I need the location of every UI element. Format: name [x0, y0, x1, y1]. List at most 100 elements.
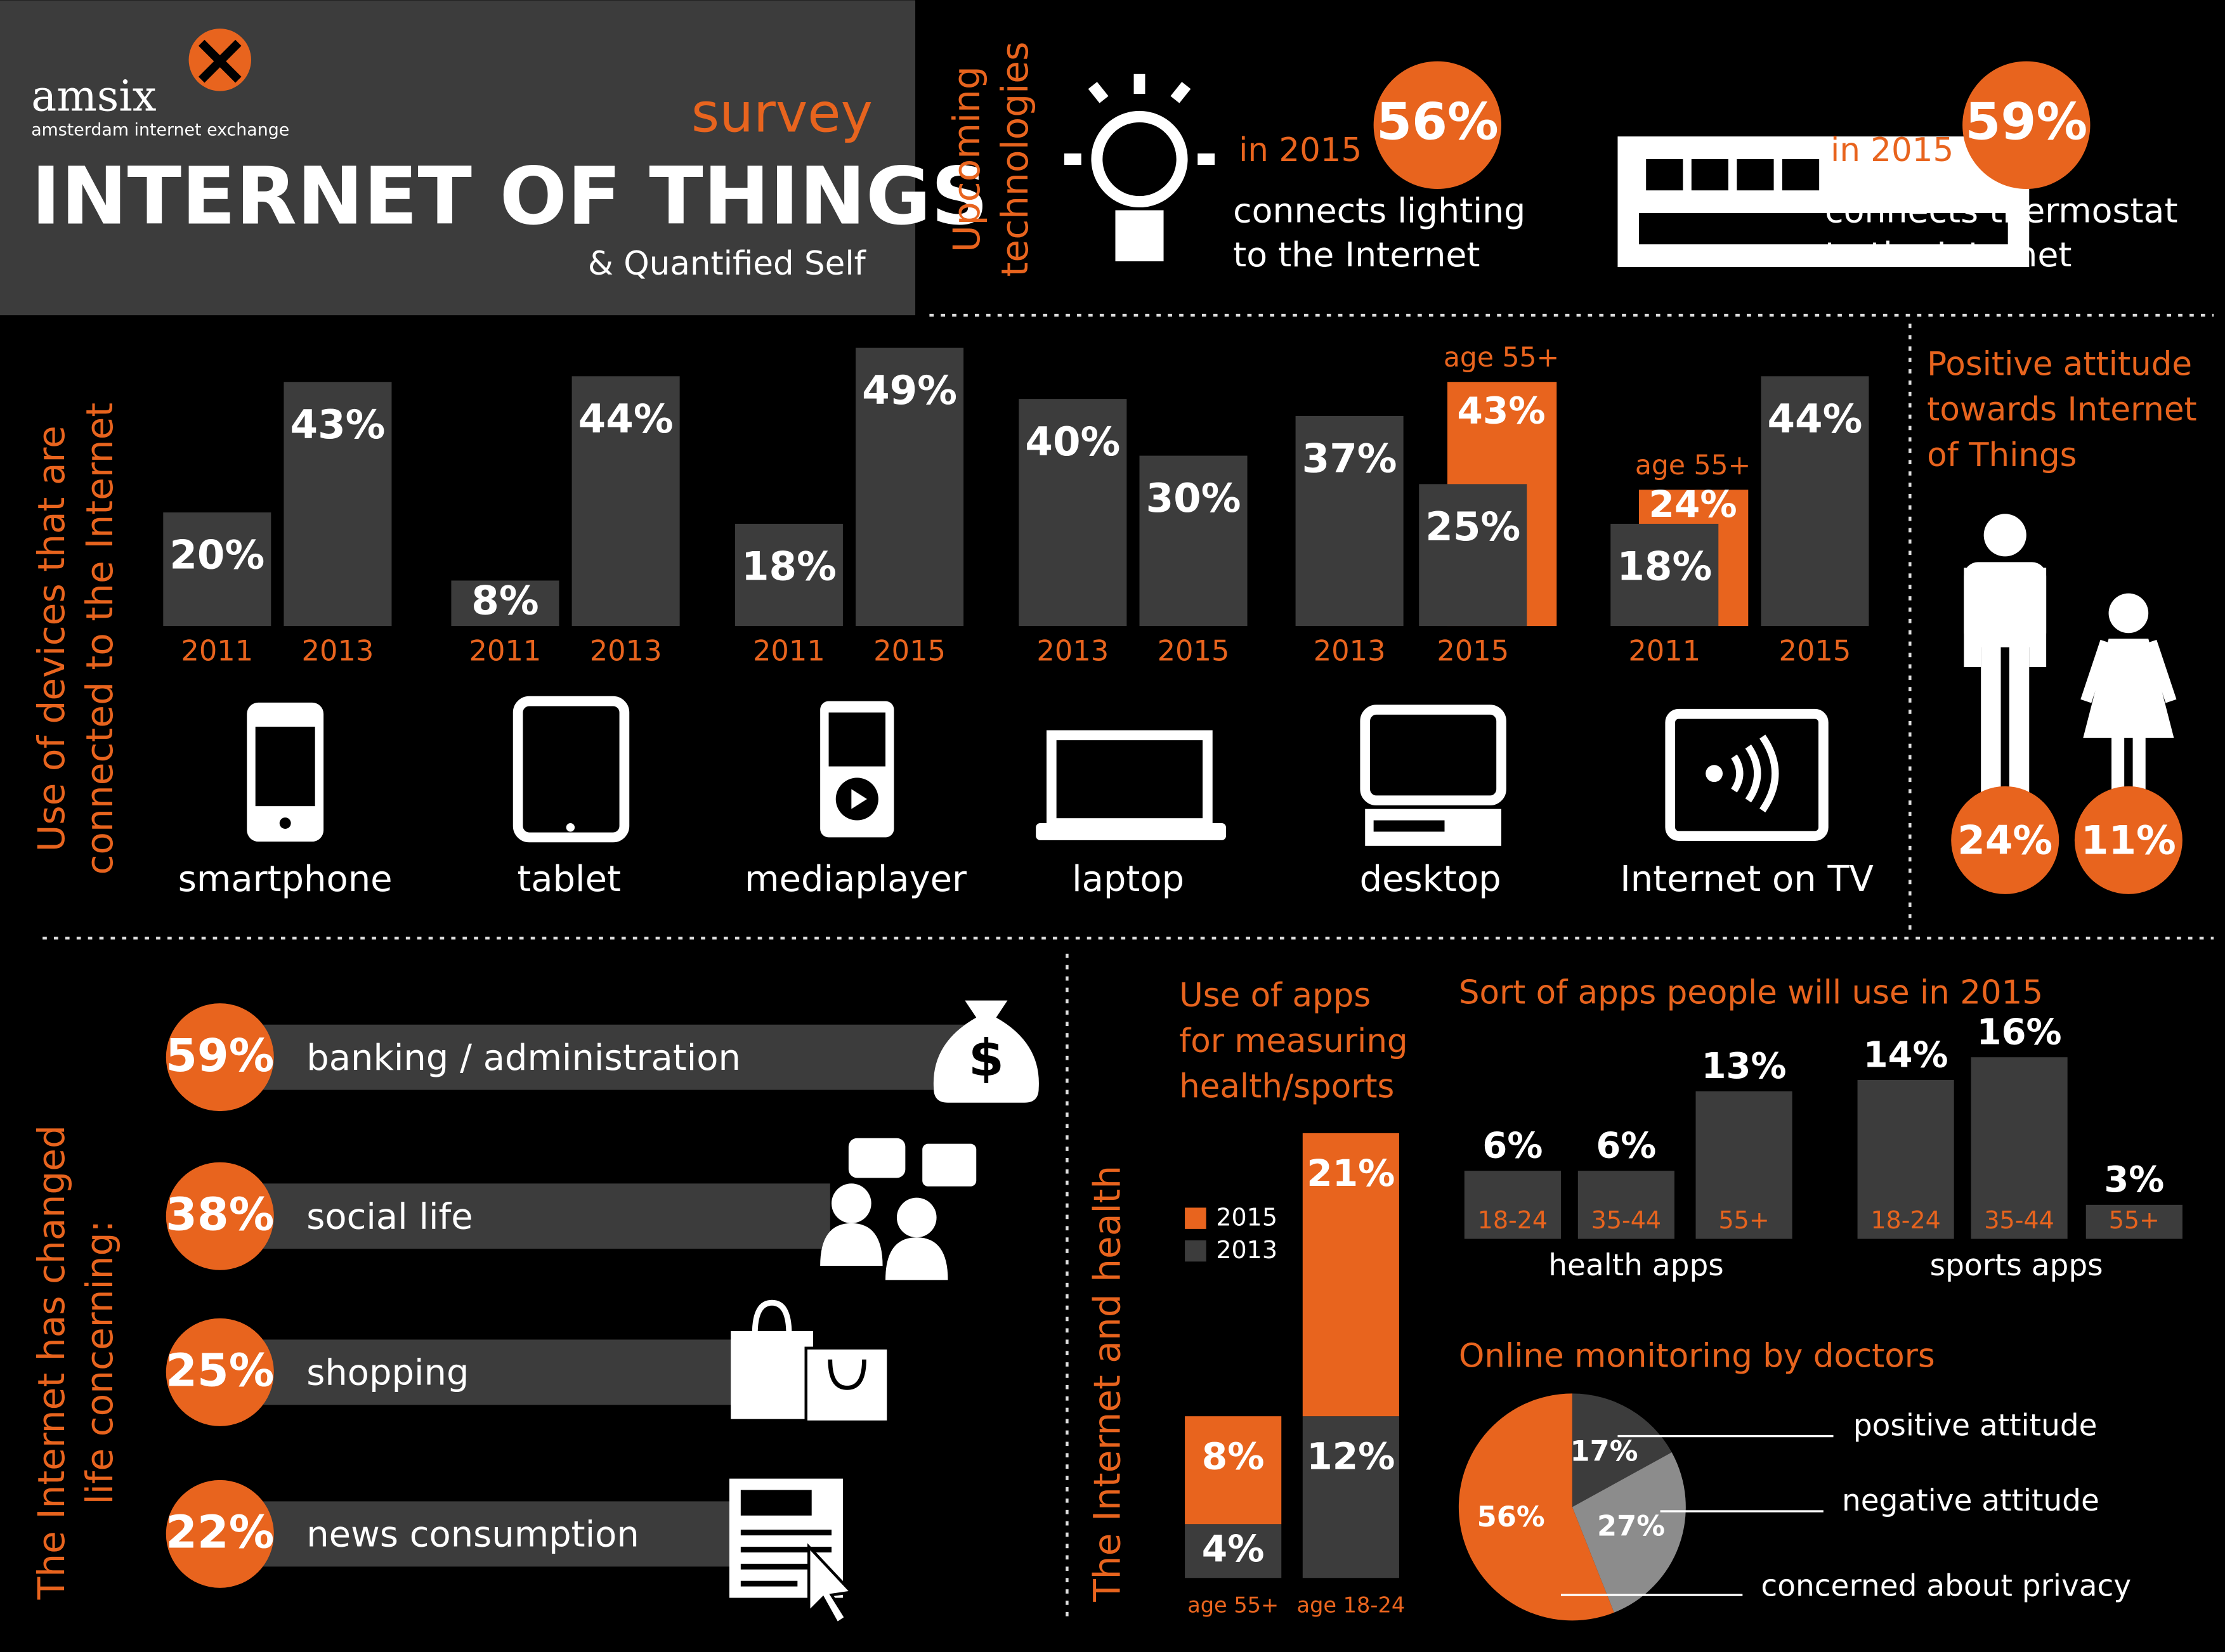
year-label: 2013 — [1314, 634, 1386, 668]
bar-value-label: 4% — [1202, 1527, 1265, 1570]
value-circle — [166, 1162, 274, 1270]
category-label: 18-24 — [1478, 1206, 1548, 1234]
thermostat-icon — [1737, 159, 1774, 191]
value-circle — [1373, 61, 1502, 189]
thermostat-icon — [1782, 159, 1820, 191]
thermostat-icon — [1691, 159, 1728, 191]
bar — [1971, 1057, 2068, 1239]
pie-value-label: 27% — [1597, 1509, 1665, 1543]
value: 11% — [2081, 817, 2176, 863]
thermostat-icon — [1617, 136, 2030, 268]
section-label: Use of devices that are — [30, 426, 73, 852]
category-label: 35-44 — [1591, 1206, 1661, 1234]
tablet-icon — [512, 696, 630, 843]
section-title: Sort of apps people will use in 2015 — [1459, 974, 2043, 1012]
category-label: age 18-24 — [1297, 1592, 1406, 1617]
bar-value-label: 37% — [1302, 436, 1397, 482]
group-label: health apps — [1548, 1248, 1724, 1283]
bar — [2085, 1204, 2183, 1239]
section-title: of Things — [1927, 436, 2077, 474]
year-label: 2015 — [1437, 634, 1509, 668]
shopping-icon — [828, 1359, 866, 1390]
logo-tagline: amsterdam internet exchange — [31, 120, 289, 140]
description: connects thermostat — [1825, 191, 2177, 231]
news-icon — [740, 1490, 812, 1516]
bar-value-label: 20% — [169, 532, 264, 578]
bar-value-label: 16% — [1977, 1012, 2062, 1053]
woman-icon — [2080, 639, 2177, 703]
section-label: Upcoming — [945, 66, 988, 252]
category-label: 55+ — [1718, 1206, 1769, 1234]
device-name: smartphone — [178, 859, 393, 900]
bar — [1695, 1091, 1792, 1239]
lightbulb-icon — [1064, 74, 1215, 262]
pie-slice — [1572, 1393, 1672, 1507]
man-icon — [1964, 514, 2047, 809]
section-title: for measuring — [1179, 1022, 1407, 1060]
bar-value-label: 12% — [1307, 1434, 1395, 1478]
value: 38% — [166, 1188, 274, 1240]
age-label: age 55+ — [1635, 450, 1751, 481]
pie-value-label: 56% — [1477, 1500, 1545, 1533]
year-label: 2013 — [302, 634, 374, 668]
lightbulb-icon — [1064, 74, 1215, 165]
section-title: Online monitoring by doctors — [1459, 1337, 1935, 1375]
tv-icon — [1706, 765, 1723, 783]
life-bars — [219, 1024, 994, 1090]
description: to the Internet — [1233, 235, 1480, 275]
money-bag-icon: $ — [969, 1028, 1004, 1088]
year-label: 2015 — [873, 634, 946, 668]
laptop-icon — [1036, 823, 1226, 840]
year-label: 2011 — [753, 634, 825, 668]
section-label: The Internet has changed — [30, 1125, 73, 1600]
bar-value-label: 24% — [1648, 483, 1737, 526]
tv-icon — [1665, 708, 1829, 841]
title: INTERNET OF THINGS — [31, 150, 988, 242]
tv-icon — [1665, 708, 1829, 841]
money-bag-icon: $ — [933, 1000, 1039, 1103]
social-icon — [832, 1183, 871, 1223]
shopping-icon — [804, 1346, 890, 1424]
category-label: age 55+ — [1187, 1592, 1279, 1617]
year-label: 2011 — [181, 634, 253, 668]
bar — [856, 348, 964, 627]
bar-value-label: 18% — [741, 543, 837, 590]
legend-label: 2015 — [1216, 1204, 1277, 1232]
value: 24% — [1957, 817, 2052, 863]
bar — [163, 512, 271, 627]
legend-swatch — [1185, 1207, 1206, 1229]
life-bars — [219, 1183, 830, 1249]
shopping-icon — [731, 1299, 890, 1424]
bar-value-label: 25% — [1425, 504, 1520, 550]
shopping-icon — [731, 1330, 813, 1419]
thermostat-icon — [1617, 136, 2030, 268]
bar-value-label: 6% — [1482, 1125, 1543, 1166]
bar-value-label: 6% — [1596, 1125, 1656, 1166]
bar — [1139, 455, 1248, 627]
value-circle — [1951, 786, 2059, 894]
mediaplayer-icon — [828, 712, 886, 767]
year: in 2015 — [1830, 131, 1954, 169]
news-icon — [729, 1478, 854, 1626]
bar — [1577, 1171, 1674, 1239]
value-circle — [166, 1318, 274, 1426]
pie-category-label: concerned about privacy — [1761, 1568, 2131, 1603]
logo-mark — [198, 39, 242, 83]
section-title: towards Internet — [1927, 391, 2197, 429]
value: 59% — [166, 1029, 274, 1082]
year-label: 2015 — [1158, 634, 1230, 668]
legend-label: 2013 — [1216, 1236, 1277, 1264]
bar-value-label: 40% — [1025, 419, 1120, 465]
value: 22% — [166, 1506, 274, 1559]
bar-value-label: 30% — [1146, 475, 1241, 521]
bar — [1019, 399, 1127, 627]
bar-value-label: 3% — [2104, 1159, 2164, 1200]
description: connects lighting — [1233, 191, 1525, 231]
section-title: Use of apps — [1179, 977, 1371, 1015]
bar — [284, 382, 392, 627]
age-label: age 55+ — [1444, 342, 1559, 374]
device-name: Internet on TV — [1620, 859, 1874, 900]
social-icon — [922, 1143, 977, 1187]
value-circle — [166, 1003, 274, 1112]
pie-category-label: negative attitude — [1842, 1483, 2099, 1518]
